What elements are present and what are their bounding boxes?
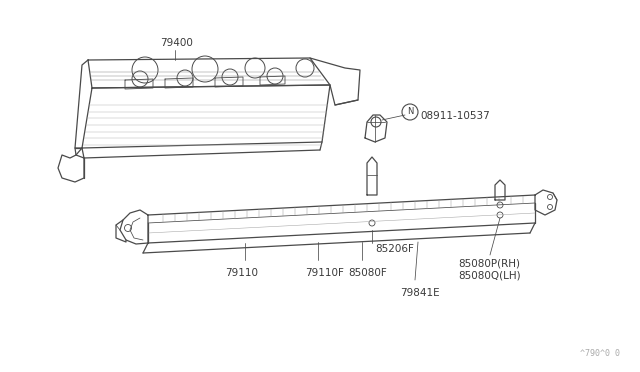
Text: ^790^0 0: ^790^0 0 (580, 349, 620, 358)
Text: N: N (407, 108, 413, 116)
Text: 85080P(RH): 85080P(RH) (458, 258, 520, 268)
Text: 08911-10537: 08911-10537 (420, 111, 490, 121)
Text: 79110: 79110 (225, 268, 258, 278)
Text: 79400: 79400 (160, 38, 193, 48)
Text: 85080F: 85080F (348, 268, 387, 278)
Text: 79110F: 79110F (305, 268, 344, 278)
Text: 85206F: 85206F (375, 244, 414, 254)
Text: 85080Q(LH): 85080Q(LH) (458, 270, 520, 280)
Text: 79841E: 79841E (400, 288, 440, 298)
